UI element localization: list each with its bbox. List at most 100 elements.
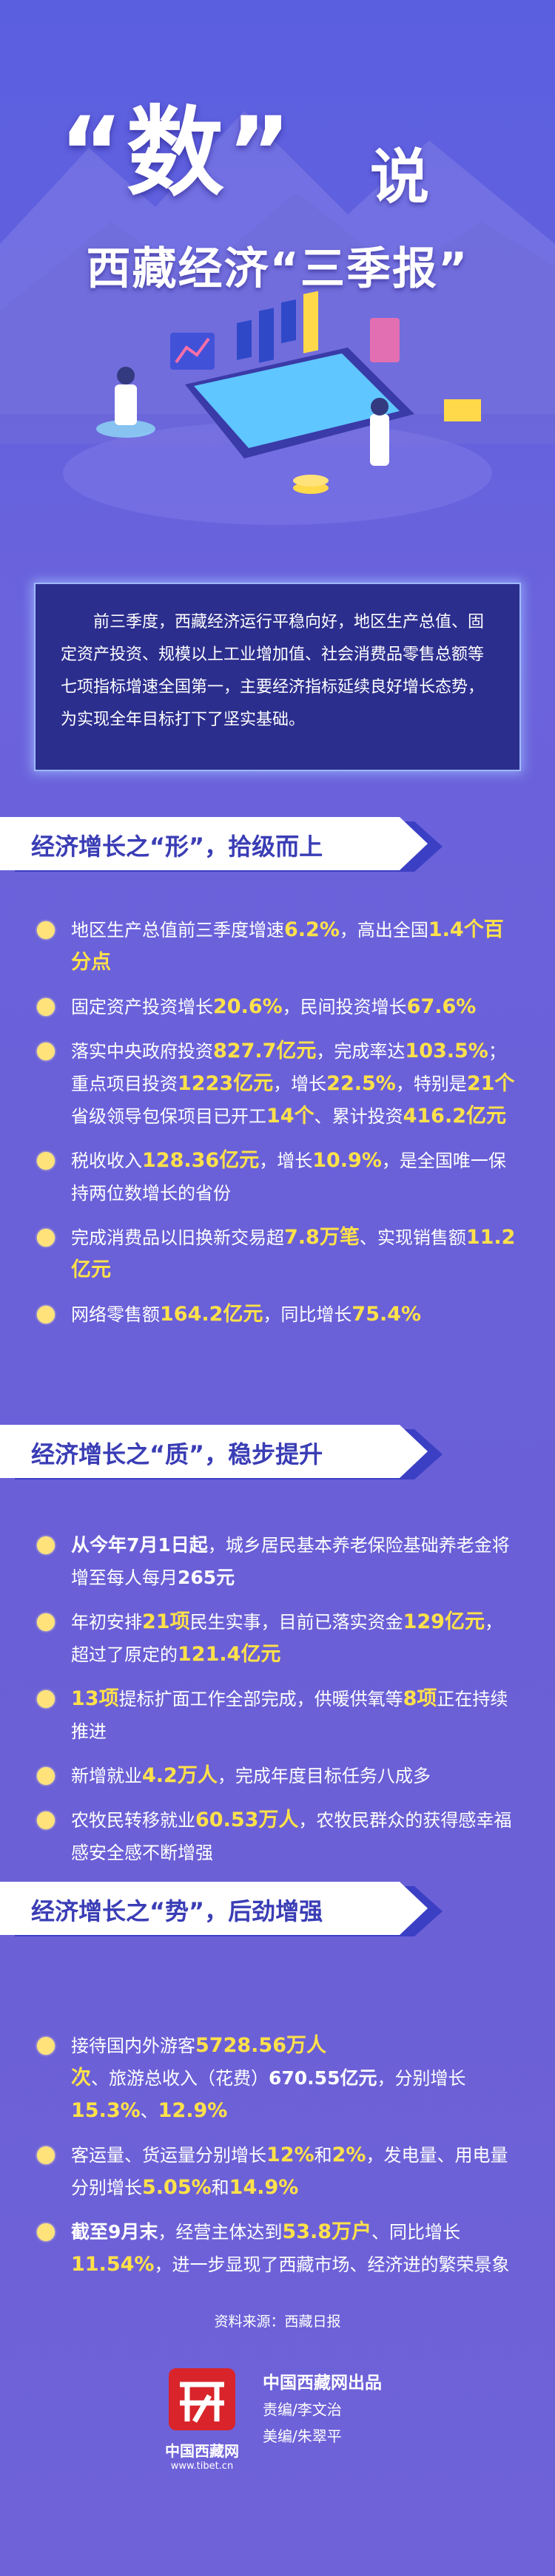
highlight: 53.8万户 bbox=[282, 2220, 372, 2243]
highlight: 2% bbox=[332, 2143, 366, 2166]
highlight: 1.4个百分点 bbox=[71, 918, 504, 974]
item-text: 、 bbox=[140, 2101, 158, 2121]
highlight: 75.4% bbox=[352, 1303, 422, 1326]
highlight: 8项 bbox=[403, 1687, 437, 1710]
item-text: 新增就业 bbox=[71, 1766, 142, 1786]
list-item: 地区生产总值前三季度增速6.2%，高出全国1.4个百分点 bbox=[37, 914, 518, 979]
highlight: 12% bbox=[266, 2143, 314, 2166]
list-item: 网络零售额164.2亿元，同比增长75.4% bbox=[37, 1298, 518, 1331]
item-text: ，经营主体达到 bbox=[158, 2222, 283, 2243]
bullet bbox=[37, 921, 55, 939]
highlight: 21项 bbox=[142, 1610, 190, 1633]
list-item: 完成消费品以旧换新交易超7.8万笔、实现销售额11.2亿元 bbox=[37, 1221, 518, 1287]
item-text: ，民间投资增长 bbox=[282, 997, 407, 1017]
list-item: 从今年7月1日起，城乡居民基本养老保险基础养老金将增至每人每月265元 bbox=[37, 1529, 518, 1594]
item-text: 地区生产总值前三季度增速 bbox=[71, 920, 284, 940]
highlight: 11.2亿元 bbox=[71, 1226, 516, 1281]
item-text: ，同比增长 bbox=[263, 1304, 352, 1325]
highlight: 5.05% bbox=[142, 2176, 212, 2199]
credits: 中国西藏网出品 责编/李文治 美编/朱翠平 bbox=[263, 2370, 382, 2450]
highlight: 827.7亿元 bbox=[213, 1040, 317, 1062]
item-text: ，完成率达 bbox=[316, 1041, 406, 1062]
item-text: ，增长 bbox=[273, 1074, 327, 1094]
title-side: 说 bbox=[370, 143, 429, 211]
highlight: 103.5% bbox=[405, 1040, 488, 1062]
list-item: 税收收入128.36亿元，增长10.9%，是全国唯一保持两位数增长的省份 bbox=[37, 1145, 518, 1210]
section-title: 经济增长之“形”，拾级而上 bbox=[31, 833, 323, 861]
highlight: 129亿元 bbox=[403, 1610, 485, 1633]
item-text: 固定资产投资增长 bbox=[71, 997, 213, 1017]
item-text: ，农牧民群众的获得感幸福感安全感不断增强 bbox=[71, 1810, 512, 1863]
highlight: 14.9% bbox=[229, 2176, 299, 2199]
item-text: 税收收入 bbox=[71, 1150, 142, 1171]
item-text: 和 bbox=[211, 2177, 229, 2198]
list-item: 13项提标扩面工作全部完成，供暖供氧等8项正在持续推进 bbox=[37, 1683, 518, 1748]
header-art bbox=[0, 111, 555, 525]
header-banner bbox=[0, 1425, 443, 1479]
header-banner bbox=[0, 817, 443, 872]
designer: 美编/朱翠平 bbox=[263, 2427, 342, 2445]
title-main: “数” bbox=[59, 96, 295, 210]
item-text: 农牧民转移就业 bbox=[71, 1810, 195, 1831]
item-text: 落实中央政府投资 bbox=[71, 1041, 213, 1062]
bullet bbox=[37, 1306, 55, 1323]
item-text: ，分别增长 bbox=[377, 2068, 466, 2089]
source: 资料来源：西藏日报 bbox=[214, 2314, 341, 2330]
item-text: 民生实事，目前已落实资金 bbox=[189, 1612, 403, 1633]
highlight: 20.6% bbox=[213, 995, 283, 1018]
item-text: ，发电量、用电量分别增长 bbox=[71, 2145, 508, 2198]
bullet bbox=[37, 2146, 55, 2164]
item-text: 年初安排 bbox=[71, 1612, 142, 1633]
highlight: 128.36亿元 bbox=[142, 1149, 260, 1172]
item-text: 客运量、货运量分别增长 bbox=[71, 2145, 266, 2166]
item-text: ，特别是 bbox=[395, 1074, 467, 1094]
highlight: 121.4亿元 bbox=[178, 1643, 281, 1666]
item-text: 省级领导包保项目已开工 bbox=[71, 1106, 266, 1127]
highlight: 416.2亿元 bbox=[403, 1105, 506, 1128]
list-item: 截至9月末，经营主体达到53.8万户、同比增长 11.54%，进一步显现了西藏市场… bbox=[37, 2216, 518, 2281]
list-item: 农牧民转移就业60.53万人，农牧民群众的获得感幸福感安全感不断增强 bbox=[37, 1804, 518, 1869]
section-header: 经济增长之“质”，稳步提升 bbox=[0, 1425, 444, 1484]
item-text: ，进一步显现了西藏市场、经济进的繁荣景象 bbox=[154, 2254, 510, 2275]
list-item: 固定资产投资增长20.6%，民间投资增长67.6% bbox=[37, 991, 518, 1023]
bullet bbox=[37, 1536, 55, 1554]
highlight: 5728.56万人次 bbox=[71, 2034, 326, 2089]
bullet bbox=[37, 998, 55, 1016]
highlight: 13项 bbox=[71, 1687, 119, 1710]
logo-url: www.tibet.cn bbox=[170, 2461, 234, 2472]
highlight: 10.9% bbox=[312, 1149, 382, 1172]
item-text: 、累计投资 bbox=[314, 1106, 403, 1127]
item-text: 提标扩面工作全部完成，供暖供氧等 bbox=[118, 1689, 403, 1709]
highlight: 12.9% bbox=[158, 2099, 228, 2122]
section-title: 经济增长之“质”，稳步提升 bbox=[31, 1440, 323, 1468]
highlight: 6.2% bbox=[284, 918, 340, 941]
highlight: 670.55亿元 bbox=[269, 2067, 377, 2089]
list-item: 落实中央政府投资827.7亿元，完成率达103.5%；重点项目投资1223亿元，… bbox=[37, 1035, 518, 1133]
item-text: ，增长 bbox=[259, 1150, 313, 1171]
item-text: ，超过了原定的 bbox=[71, 1612, 502, 1665]
editor: 责编/李文治 bbox=[263, 2401, 342, 2419]
section-header: 经济增长之“形”，拾级而上 bbox=[0, 817, 444, 876]
highlight: 截至9月末 bbox=[71, 2221, 158, 2243]
bullet bbox=[37, 2037, 55, 2055]
highlight: 从今年7月1日起 bbox=[71, 1534, 208, 1556]
section-list: 从今年7月1日起，城乡居民基本养老保险基础养老金将增至每人每月265元 年初安排2… bbox=[37, 1529, 518, 1881]
bullet bbox=[37, 1229, 55, 1247]
item-text: 网络零售额 bbox=[71, 1304, 160, 1325]
highlight: 14个 bbox=[266, 1105, 314, 1128]
list-item: 接待国内外游客5728.56万人次、旅游总收入（花费）670.55亿元，分别增长… bbox=[37, 2030, 518, 2127]
item-text: 接待国内外游客 bbox=[71, 2036, 195, 2056]
item-text: ，高出全国 bbox=[339, 920, 428, 940]
highlight: 1223亿元 bbox=[178, 1072, 274, 1095]
item-text: ；重点项目投资 bbox=[71, 1041, 506, 1094]
highlight: 164.2亿元 bbox=[160, 1303, 263, 1326]
highlight: 7.8万笔 bbox=[284, 1226, 360, 1249]
item-text: 正在持续推进 bbox=[71, 1689, 508, 1742]
highlight: 265元 bbox=[178, 1567, 235, 1588]
logo-name: 中国西藏网 bbox=[165, 2442, 239, 2460]
highlight: 22.5% bbox=[326, 1072, 396, 1095]
highlight: 15.3% bbox=[71, 2099, 141, 2122]
item-text: 完成消费品以旧换新交易超 bbox=[71, 1227, 284, 1248]
bullet bbox=[37, 1690, 55, 1708]
